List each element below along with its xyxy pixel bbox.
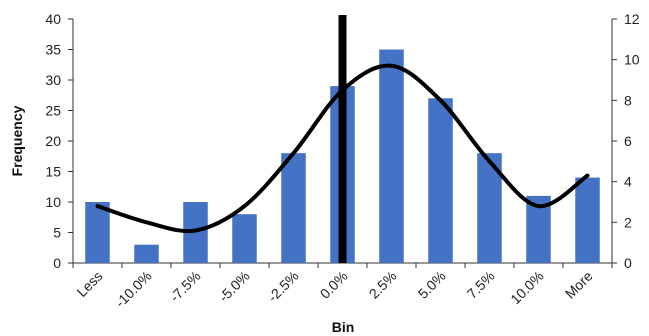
y-tick-label: 40: [45, 11, 61, 27]
y-tick-label: 20: [45, 133, 61, 149]
y-tick-label: 5: [53, 225, 61, 241]
labels-layer: Frequency Bin: [9, 105, 354, 335]
x-tick-label: Less: [73, 268, 105, 300]
y2-tick-label: 8: [624, 92, 632, 108]
x-tick-label: -2.5%: [264, 268, 301, 305]
y2-tick-label: 0: [624, 255, 632, 271]
y-axis-title: Frequency: [9, 105, 25, 176]
y2-tick-label: 10: [624, 52, 640, 68]
y-tick-label: 25: [45, 103, 61, 119]
y2-tick-label: 2: [624, 214, 632, 230]
histogram-bar: [575, 177, 600, 263]
x-tick-label: -5.0%: [215, 268, 252, 305]
x-tick-label: 7.5%: [464, 268, 498, 302]
x-tick-label: More: [562, 268, 596, 302]
histogram-bar: [379, 49, 404, 263]
histogram-bar: [85, 202, 110, 263]
y-tick-label: 30: [45, 72, 61, 88]
x-tick-label: -10.0%: [112, 268, 155, 311]
y2-tick-label: 12: [624, 11, 640, 27]
x-tick-label: 2.5%: [366, 268, 400, 302]
x-tick-label: -7.5%: [166, 268, 203, 305]
y2-tick-label: 6: [624, 133, 632, 149]
curve-layer: [95, 63, 590, 234]
histogram-bar: [428, 98, 453, 263]
fitted-curve-line: [95, 63, 590, 234]
x-tick-label: 5.0%: [415, 268, 449, 302]
x-axis-title: Bin: [332, 319, 355, 335]
y-tick-label: 15: [45, 164, 61, 180]
x-tick-label: 10.0%: [507, 268, 546, 307]
histogram-bar: [134, 244, 159, 263]
y-tick-label: 35: [45, 42, 61, 58]
y2-tick-label: 4: [624, 174, 632, 190]
bars-layer: [85, 49, 600, 263]
x-tick-label: 0.0%: [317, 268, 351, 302]
y-tick-label: 10: [45, 194, 61, 210]
histogram-bar: [281, 153, 306, 263]
y-tick-label: 0: [53, 255, 61, 271]
histogram-bar: [232, 214, 257, 263]
